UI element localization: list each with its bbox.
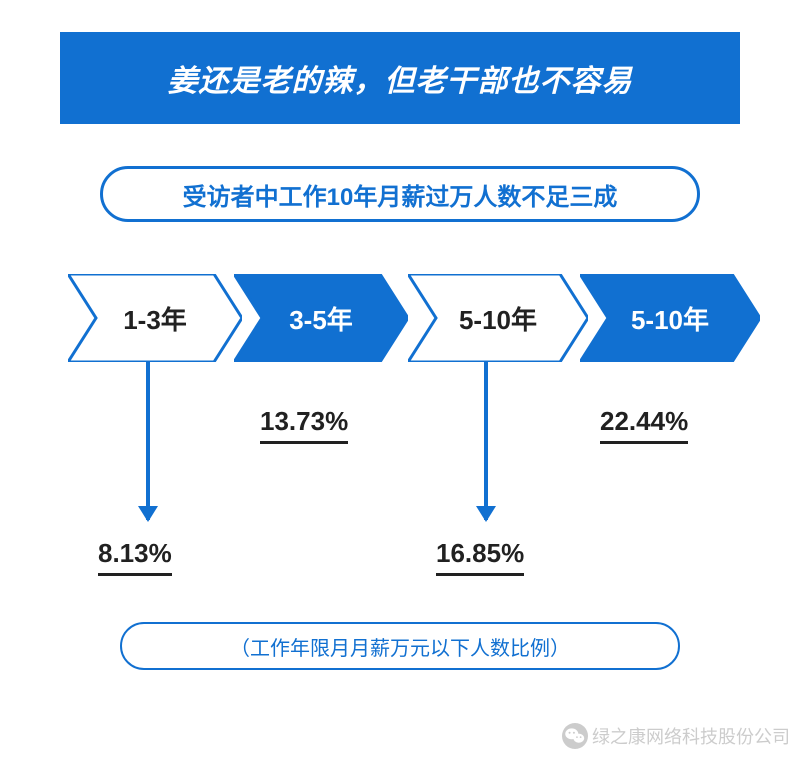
chevron-3: 5-10年 — [580, 274, 760, 362]
chevron-2: 5-10年 — [408, 274, 588, 362]
arrow-down-2 — [484, 362, 488, 520]
chevron-label-3: 5-10年 — [631, 300, 709, 337]
chevron-label-1: 3-5年 — [289, 300, 353, 337]
value-label-3: 22.44% — [600, 406, 688, 444]
note-text: （工作年限月月薪万元以下人数比例） — [230, 632, 570, 661]
values-area: 8.13% 13.73% 16.85% 22.44% — [60, 362, 740, 622]
subtitle-text: 受访者中工作10年月薪过万人数不足三成 — [183, 177, 618, 212]
value-label-2: 16.85% — [436, 538, 524, 576]
value-label-1: 13.73% — [260, 406, 348, 444]
title-banner: 姜还是老的辣，但老干部也不容易 — [60, 32, 740, 124]
note-pill: （工作年限月月薪万元以下人数比例） — [120, 622, 680, 670]
chevron-1: 3-5年 — [234, 274, 408, 362]
chevron-0: 1-3年 — [68, 274, 242, 362]
arrow-down-0 — [146, 362, 150, 520]
chevron-label-2: 5-10年 — [459, 300, 537, 337]
value-label-0: 8.13% — [98, 538, 172, 576]
subtitle-pill: 受访者中工作10年月薪过万人数不足三成 — [100, 166, 700, 222]
chevron-row: 1-3年 3-5年 5-10年 5-10年 — [60, 274, 740, 362]
title-text: 姜还是老的辣，但老干部也不容易 — [168, 56, 633, 100]
chevron-label-0: 1-3年 — [123, 300, 187, 337]
